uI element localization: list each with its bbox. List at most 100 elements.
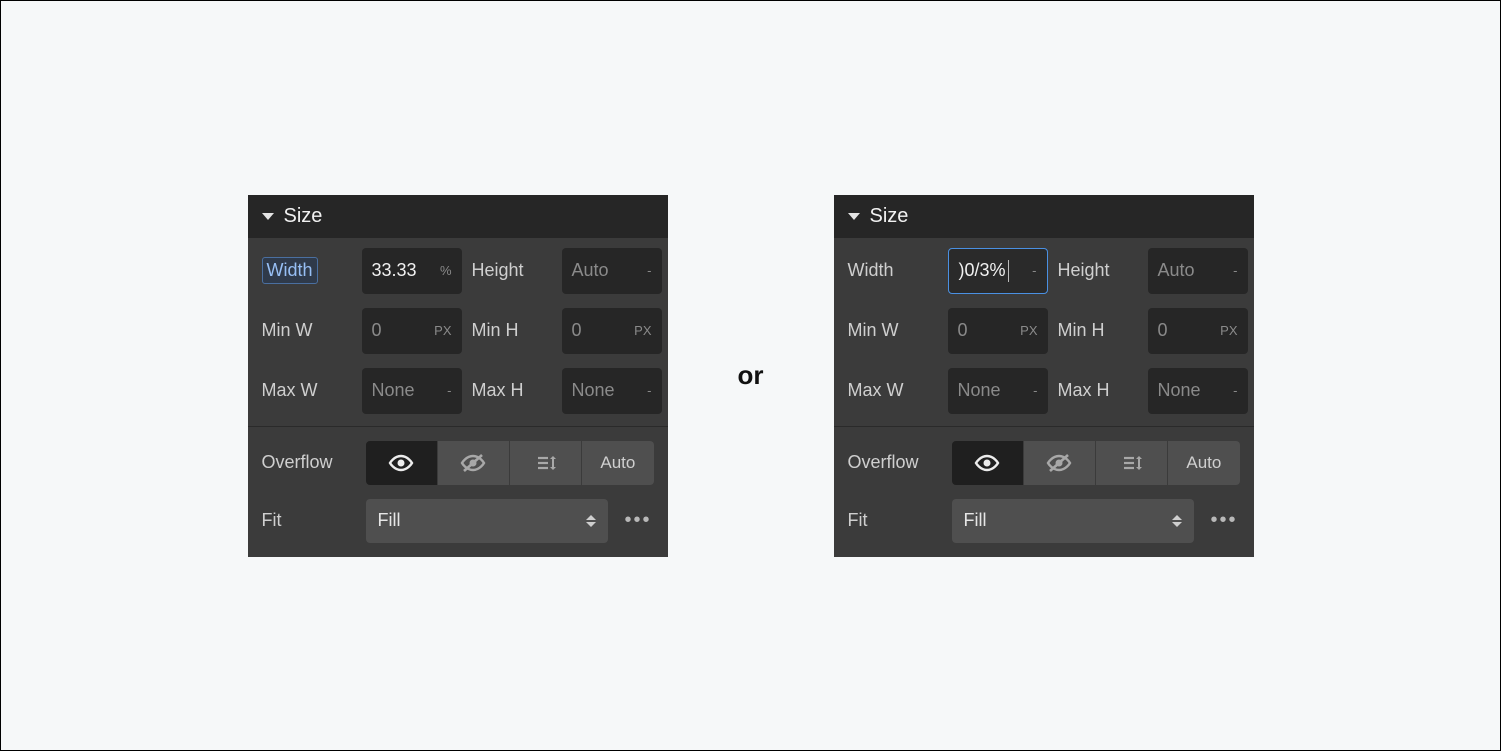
width-value: 33.33 (372, 260, 417, 281)
minh-value: 0 (1158, 320, 1168, 341)
size-panel-a: Size Width 33.33 % Height Auto - Min W 0… (248, 195, 668, 557)
minh-label[interactable]: Min H (472, 320, 552, 341)
more-options-button[interactable]: ••• (1208, 509, 1239, 532)
overflow-visible-button[interactable] (952, 441, 1024, 485)
overflow-scroll-button[interactable] (510, 441, 582, 485)
overflow-row: Overflow (848, 441, 1240, 485)
row-width-height: Width 33.33 % Height Auto - (262, 248, 654, 294)
row-width-height: Width )0/3% - Height Auto - (848, 248, 1240, 294)
panel-header[interactable]: Size (834, 195, 1254, 238)
height-input[interactable]: Auto - (1148, 248, 1248, 294)
minw-input[interactable]: 0 PX (948, 308, 1048, 354)
fit-value: Fill (964, 510, 987, 531)
fit-label: Fit (848, 510, 938, 531)
size-rows: Width 33.33 % Height Auto - Min W 0 PX M… (248, 238, 668, 427)
eye-off-icon (1045, 453, 1073, 473)
width-label[interactable]: Width (848, 260, 938, 281)
maxh-input[interactable]: None - (1148, 368, 1248, 414)
section-overflow-fit: Overflow (834, 427, 1254, 557)
maxw-input[interactable]: None - (948, 368, 1048, 414)
maxw-value: None (958, 380, 1001, 401)
panel-header[interactable]: Size (248, 195, 668, 238)
overflow-scroll-button[interactable] (1096, 441, 1168, 485)
height-label[interactable]: Height (472, 260, 552, 281)
more-options-button[interactable]: ••• (622, 509, 653, 532)
minh-input[interactable]: 0 PX (1148, 308, 1248, 354)
maxw-input[interactable]: None - (362, 368, 462, 414)
height-label[interactable]: Height (1058, 260, 1138, 281)
maxh-unit[interactable]: - (647, 383, 651, 398)
maxw-unit[interactable]: - (447, 383, 451, 398)
eye-off-icon (459, 453, 487, 473)
row-min: Min W 0 PX Min H 0 PX (848, 308, 1240, 354)
minw-label[interactable]: Min W (848, 320, 938, 341)
height-value: Auto (572, 260, 609, 281)
eye-icon (387, 453, 415, 473)
maxh-unit[interactable]: - (1233, 383, 1237, 398)
overflow-hidden-button[interactable] (438, 441, 510, 485)
height-unit[interactable]: - (1233, 263, 1237, 278)
overflow-auto-button[interactable]: Auto (582, 441, 653, 485)
fit-select[interactable]: Fill (366, 499, 609, 543)
size-rows: Width )0/3% - Height Auto - Min W 0 PX M… (834, 238, 1254, 427)
select-stepper-icon (586, 515, 596, 527)
width-unit[interactable]: % (440, 263, 452, 278)
overflow-hidden-button[interactable] (1024, 441, 1096, 485)
minw-unit[interactable]: PX (434, 323, 451, 338)
minh-unit[interactable]: PX (1220, 323, 1237, 338)
minw-unit[interactable]: PX (1020, 323, 1037, 338)
overflow-label: Overflow (848, 452, 938, 473)
section-overflow-fit: Overflow (248, 427, 668, 557)
width-input[interactable]: )0/3% - (948, 248, 1048, 294)
panel-title: Size (284, 205, 323, 228)
overflow-auto-button[interactable]: Auto (1168, 441, 1239, 485)
row-max: Max W None - Max H None - (848, 368, 1240, 414)
height-value: Auto (1158, 260, 1195, 281)
maxw-label[interactable]: Max W (848, 380, 938, 401)
maxh-input[interactable]: None - (562, 368, 662, 414)
maxh-value: None (1158, 380, 1201, 401)
overflow-auto-label: Auto (600, 453, 635, 473)
minh-label[interactable]: Min H (1058, 320, 1138, 341)
fit-row: Fit Fill ••• (262, 499, 654, 543)
height-input[interactable]: Auto - (562, 248, 662, 294)
eye-icon (973, 453, 1001, 473)
text-caret (1008, 260, 1009, 282)
separator-or: or (738, 360, 764, 391)
minh-input[interactable]: 0 PX (562, 308, 662, 354)
fit-row: Fit Fill ••• (848, 499, 1240, 543)
overflow-button-group: Auto (366, 441, 654, 485)
collapse-icon[interactable] (848, 213, 860, 220)
scroll-icon (532, 453, 560, 473)
maxh-value: None (572, 380, 615, 401)
minh-unit[interactable]: PX (634, 323, 651, 338)
minw-value: 0 (372, 320, 382, 341)
width-unit[interactable]: - (1032, 263, 1036, 278)
maxw-label[interactable]: Max W (262, 380, 352, 401)
overflow-auto-label: Auto (1186, 453, 1221, 473)
fit-select[interactable]: Fill (952, 499, 1195, 543)
fit-value: Fill (378, 510, 401, 531)
width-value: )0/3% (959, 260, 1006, 281)
fit-label: Fit (262, 510, 352, 531)
overflow-row: Overflow (262, 441, 654, 485)
scroll-icon (1118, 453, 1146, 473)
width-label[interactable]: Width (262, 257, 318, 284)
overflow-visible-button[interactable] (366, 441, 438, 485)
size-panel-b: Size Width )0/3% - Height Auto - Min W 0… (834, 195, 1254, 557)
overflow-button-group: Auto (952, 441, 1240, 485)
maxh-label[interactable]: Max H (1058, 380, 1138, 401)
row-min: Min W 0 PX Min H 0 PX (262, 308, 654, 354)
row-max: Max W None - Max H None - (262, 368, 654, 414)
collapse-icon[interactable] (262, 213, 274, 220)
maxw-value: None (372, 380, 415, 401)
minw-value: 0 (958, 320, 968, 341)
width-input[interactable]: 33.33 % (362, 248, 462, 294)
maxh-label[interactable]: Max H (472, 380, 552, 401)
select-stepper-icon (1172, 515, 1182, 527)
minh-value: 0 (572, 320, 582, 341)
minw-label[interactable]: Min W (262, 320, 352, 341)
maxw-unit[interactable]: - (1033, 383, 1037, 398)
minw-input[interactable]: 0 PX (362, 308, 462, 354)
height-unit[interactable]: - (647, 263, 651, 278)
